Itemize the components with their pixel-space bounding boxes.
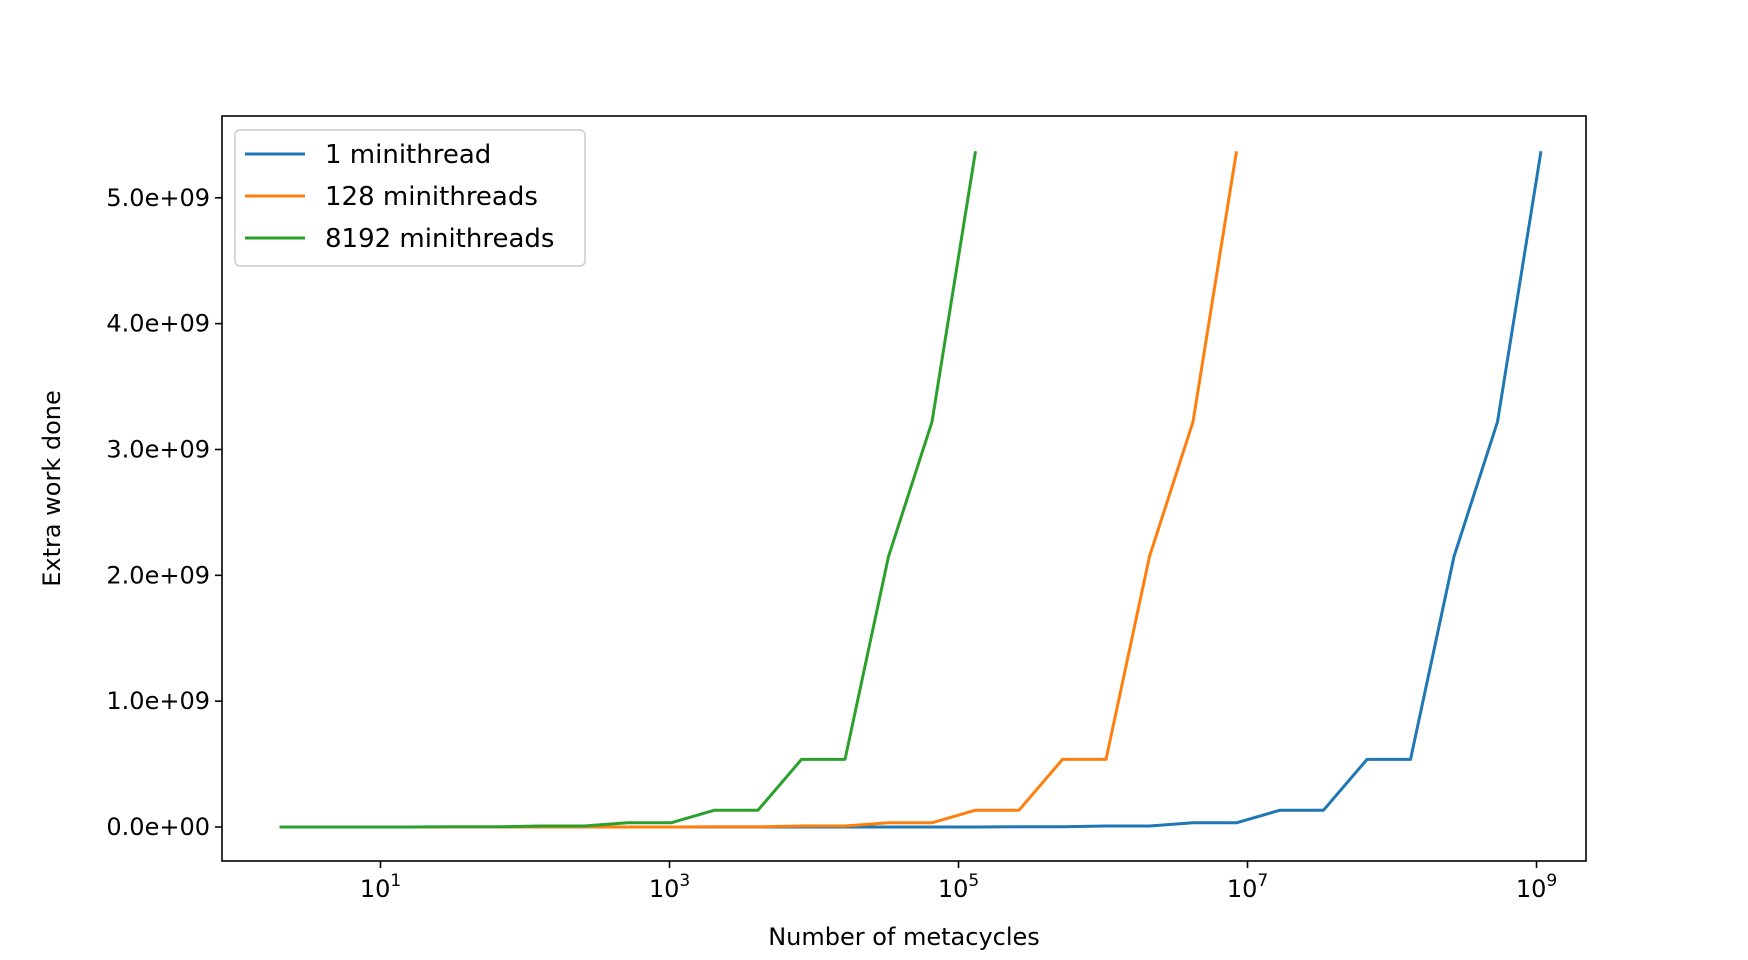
legend-box xyxy=(234,129,586,267)
x-axis: 101 103 105 107 109 xyxy=(360,861,1557,903)
legend-label: 1 minithread xyxy=(325,140,491,170)
x-tick-base: 10 xyxy=(360,875,391,903)
legend-label: 128 minithreads xyxy=(325,182,538,212)
x-tick-label: 105 xyxy=(938,871,979,903)
x-tick-label: 103 xyxy=(649,871,690,903)
x-axis-label: Number of metacycles xyxy=(768,923,1040,951)
x-tick-label: 109 xyxy=(1516,871,1557,903)
x-tick-exponent: 9 xyxy=(1546,871,1557,891)
legend: 1 minithread 128 minithreads 8192 minithre… xyxy=(234,129,586,267)
x-tick-label: 107 xyxy=(1227,871,1268,903)
x-tick-exponent: 7 xyxy=(1257,871,1268,891)
x-tick-exponent: 3 xyxy=(679,871,690,891)
y-tick-label: 4.0e+09 xyxy=(106,310,210,338)
x-tick-base: 10 xyxy=(938,875,969,903)
y-tick-label: 1.0e+09 xyxy=(106,687,210,715)
y-axis-label: Extra work done xyxy=(38,390,66,587)
series-line-3 xyxy=(279,150,977,829)
series-lines xyxy=(279,150,1543,829)
y-tick-label: 3.0e+09 xyxy=(106,435,210,463)
x-tick-base: 10 xyxy=(1516,875,1547,903)
x-tick-exponent: 5 xyxy=(968,871,979,891)
y-axis: 0.0e+00 1.0e+09 2.0e+09 3.0e+09 4.0e+09 5.0e+… xyxy=(106,184,222,841)
y-tick-label: 2.0e+09 xyxy=(106,561,210,589)
x-tick-base: 10 xyxy=(649,875,680,903)
x-tick-base: 10 xyxy=(1227,875,1258,903)
y-tick-label: 5.0e+09 xyxy=(106,184,210,212)
y-tick-label: 0.0e+00 xyxy=(106,813,210,841)
x-tick-label: 101 xyxy=(360,871,401,903)
legend-label: 8192 minithreads xyxy=(325,224,554,254)
plot-frame xyxy=(221,115,1587,862)
x-tick-exponent: 1 xyxy=(390,871,401,891)
